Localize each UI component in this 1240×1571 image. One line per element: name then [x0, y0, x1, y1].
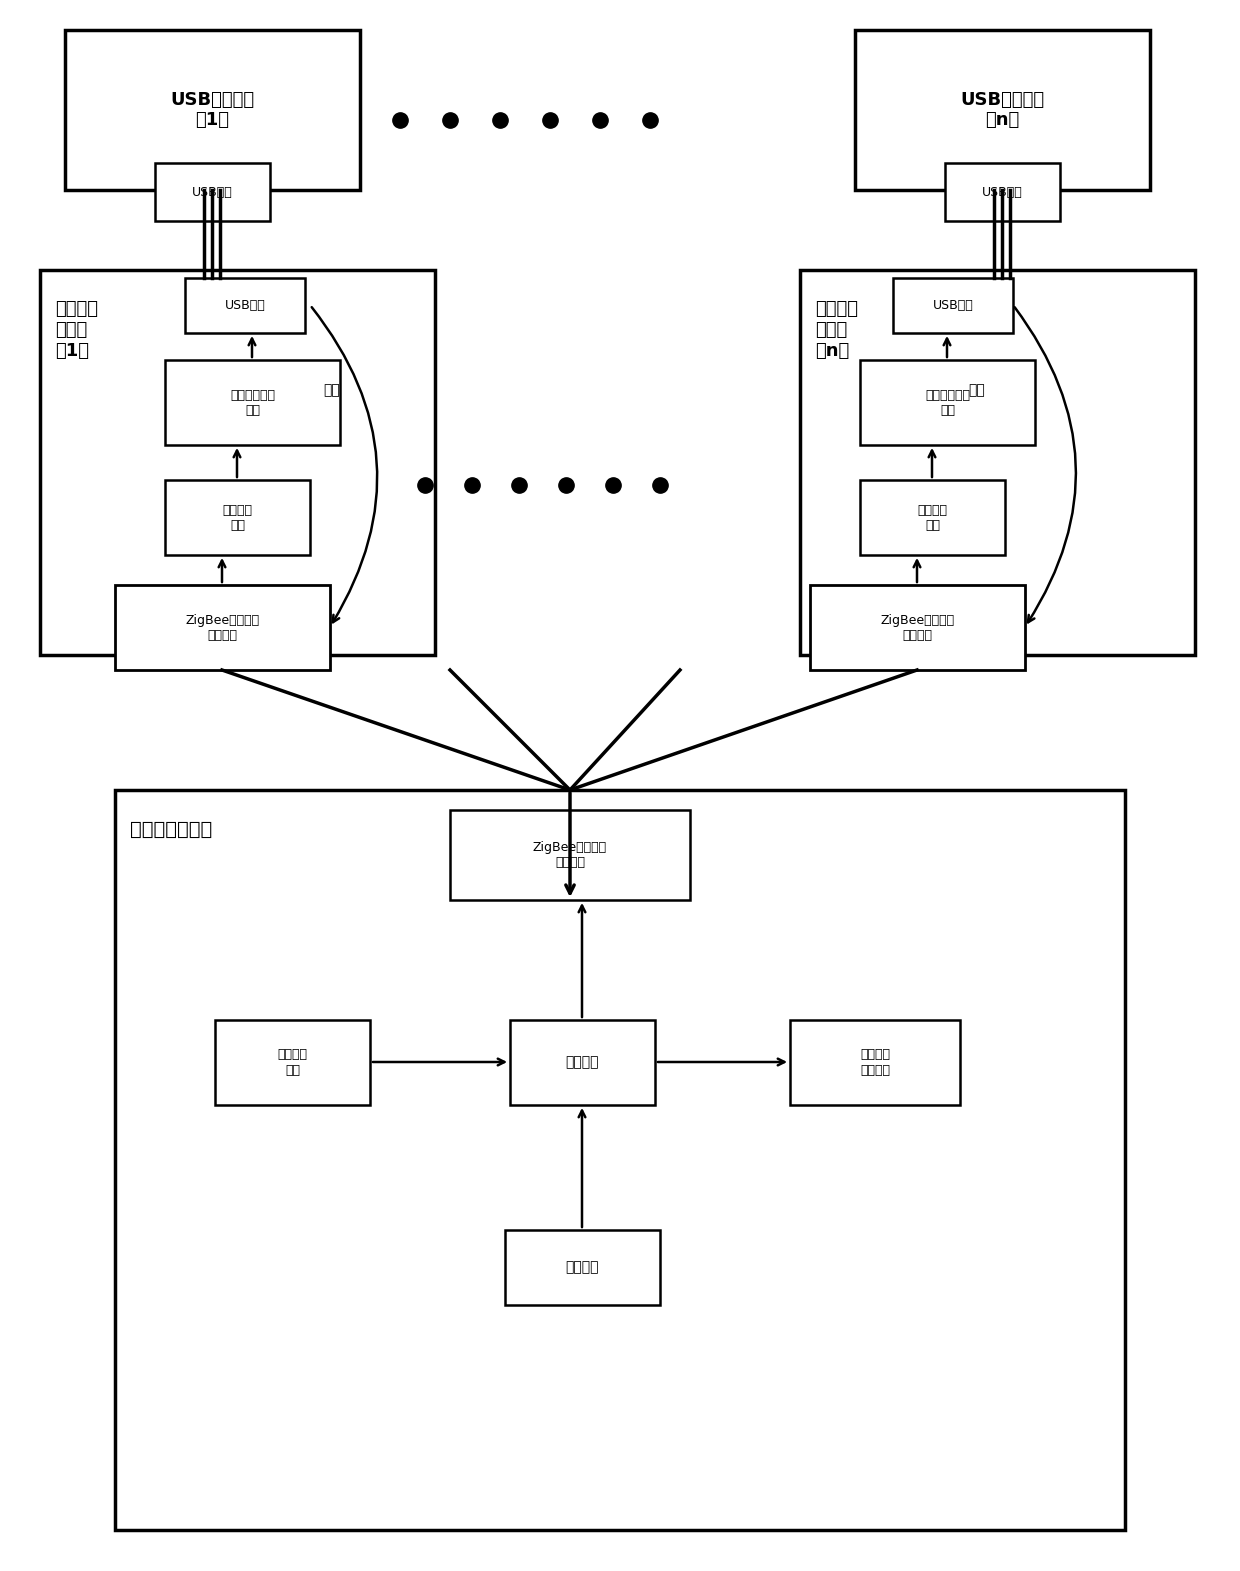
Bar: [861, 481, 1004, 555]
Bar: [185, 278, 305, 333]
Bar: [856, 30, 1149, 190]
Bar: [165, 481, 310, 555]
Text: 电源模块: 电源模块: [565, 1260, 599, 1274]
Bar: [450, 811, 689, 900]
Bar: [165, 360, 340, 445]
Text: 无线鼠标发射器: 无线鼠标发射器: [130, 820, 212, 839]
Text: 供电: 供电: [968, 383, 985, 397]
Text: 供电: 供电: [322, 383, 340, 397]
Text: USB受控设备
（n）: USB受控设备 （n）: [961, 91, 1044, 129]
Text: 电平协议转换
模块: 电平协议转换 模块: [925, 388, 970, 416]
Bar: [64, 30, 360, 190]
Bar: [115, 790, 1125, 1530]
Bar: [945, 163, 1060, 222]
Text: 位置信息
采集模块: 位置信息 采集模块: [861, 1048, 890, 1076]
Bar: [505, 1230, 660, 1306]
Text: 按键滚轮
模块: 按键滚轮 模块: [278, 1048, 308, 1076]
Text: USB接口: USB接口: [982, 185, 1023, 198]
Text: USB接口: USB接口: [932, 298, 973, 313]
Text: USB接口: USB接口: [224, 298, 265, 313]
Bar: [155, 163, 270, 222]
Bar: [893, 278, 1013, 333]
Text: ZigBee通讯模块
（接收）: ZigBee通讯模块 （接收）: [880, 614, 955, 641]
Text: 无线鼠标
接收器
（1）: 无线鼠标 接收器 （1）: [55, 300, 98, 360]
Text: 接收控制
模块: 接收控制 模块: [918, 503, 947, 531]
Text: 无线鼠标
接收器
（n）: 无线鼠标 接收器 （n）: [815, 300, 858, 360]
Text: 电平协议转换
模块: 电平协议转换 模块: [229, 388, 275, 416]
Bar: [40, 270, 435, 655]
Bar: [790, 1020, 960, 1104]
Bar: [215, 1020, 370, 1104]
Bar: [810, 584, 1025, 669]
Bar: [510, 1020, 655, 1104]
Text: 接收控制
模块: 接收控制 模块: [222, 503, 253, 531]
Text: USB接口: USB接口: [192, 185, 233, 198]
Bar: [800, 270, 1195, 655]
Text: 控制模块: 控制模块: [565, 1056, 599, 1070]
Bar: [115, 584, 330, 669]
Text: USB受控设备
（1）: USB受控设备 （1）: [170, 91, 254, 129]
Text: ZigBee通讯模块
（接收）: ZigBee通讯模块 （接收）: [186, 614, 259, 641]
Text: ZigBee通讯模块
（发送）: ZigBee通讯模块 （发送）: [533, 840, 608, 869]
Bar: [861, 360, 1035, 445]
